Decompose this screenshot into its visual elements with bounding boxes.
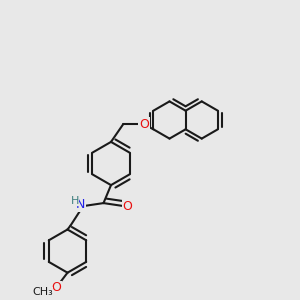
Text: O: O: [123, 200, 132, 213]
Text: O: O: [139, 118, 149, 131]
Text: N: N: [76, 198, 86, 211]
Text: H: H: [70, 196, 79, 206]
Text: CH₃: CH₃: [32, 287, 53, 297]
Text: O: O: [51, 281, 61, 294]
